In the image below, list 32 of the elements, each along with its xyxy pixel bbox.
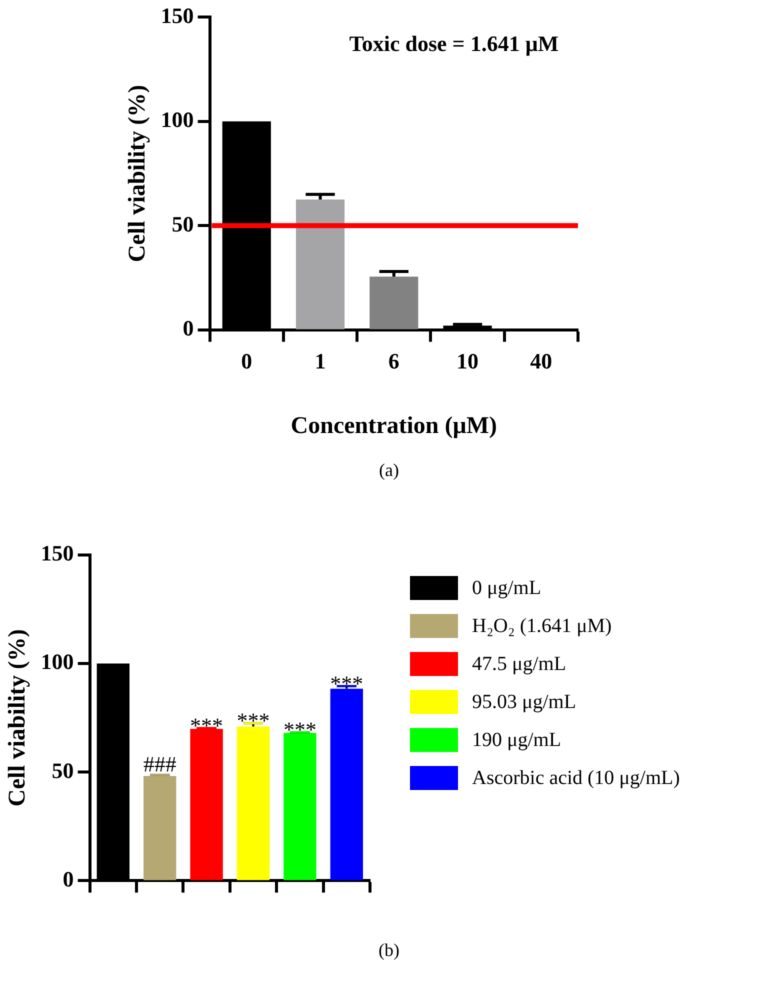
y-tick-label: 150 [160,2,194,28]
legend-label: Ascorbic acid (10 μg/mL) [472,766,680,790]
y-tick-label: 0 [62,866,74,892]
annotation: Toxic dose = 1.641 μM [349,30,559,56]
text: (b) [378,939,400,962]
data-label: *** [190,712,224,738]
y-tick-label: 50 [52,758,74,783]
x-tick-label: 10 [456,348,479,374]
data-label: *** [330,670,364,696]
y-tick-label: 150 [40,540,74,566]
bar [370,276,418,330]
y-tick-label: 0 [182,315,194,340]
legend-label: 47.5 μg/mL [472,652,566,676]
y-tick-label: 100 [40,649,74,674]
legend-label: 95.03 μg/mL [472,690,576,714]
x-tick-label: 1 [314,348,326,374]
y-axis-title: Cell viability (%) [4,629,31,806]
text: (a) [378,459,400,482]
data-label: *** [283,717,316,742]
legend-label: 190 μg/mL [472,728,562,752]
x-axis-title: Concentration (μM) [290,412,498,439]
legend-label: 0 μg/mL [472,576,542,600]
data-label: *** [236,708,270,734]
x-tick-label: 40 [530,348,552,374]
y-tick-label: 100 [160,107,194,132]
legend-label: H₂O₂ (1.641 μM) [472,614,612,638]
bar [296,200,345,330]
x-tick-label: 6 [388,348,400,374]
y-tick-label: 50 [172,211,194,236]
y-axis-title: Cell viability (%) [124,84,151,262]
x-tick-label: 0 [241,348,252,374]
data-label: ### [143,752,176,777]
